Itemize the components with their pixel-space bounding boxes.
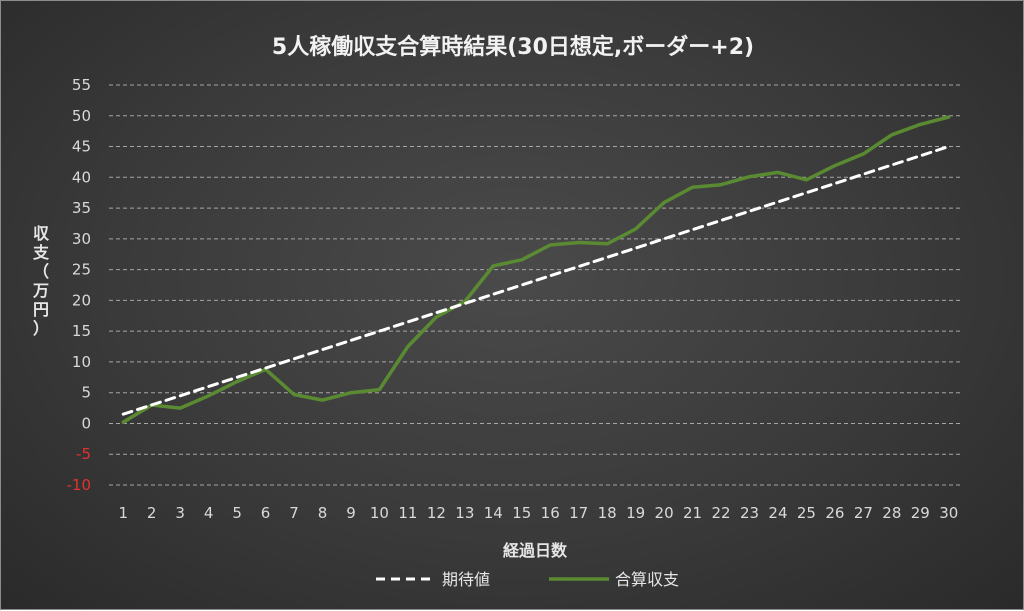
series-line-1 bbox=[121, 145, 951, 416]
x-tick-label: 16 bbox=[541, 504, 560, 522]
x-tick-label: 24 bbox=[768, 504, 787, 522]
y-tick-label: 55 bbox=[72, 76, 91, 94]
x-tick-label: 1 bbox=[118, 504, 128, 522]
y-tick-label: 35 bbox=[72, 199, 91, 217]
y-tick-label: -5 bbox=[76, 445, 91, 463]
x-tick-label: 9 bbox=[346, 504, 356, 522]
x-tick-label: 22 bbox=[711, 504, 730, 522]
y-tick-label: 40 bbox=[72, 168, 91, 186]
legend-label: 合算収支 bbox=[615, 570, 679, 589]
x-tick-label: 25 bbox=[797, 504, 816, 522]
x-tick-label: 20 bbox=[655, 504, 674, 522]
series-line-2 bbox=[121, 115, 951, 424]
y-tick-label: 30 bbox=[72, 230, 91, 248]
x-tick-label: 26 bbox=[825, 504, 844, 522]
y-axis-title-char: 円 bbox=[33, 300, 49, 319]
x-tick-label: 4 bbox=[204, 504, 214, 522]
x-tick-label: 17 bbox=[569, 504, 588, 522]
y-tick-label: 0 bbox=[81, 414, 91, 432]
x-tick-label: 30 bbox=[939, 504, 958, 522]
x-tick-label: 14 bbox=[484, 504, 503, 522]
x-tick-label: 8 bbox=[318, 504, 328, 522]
y-tick-label: 50 bbox=[72, 107, 91, 125]
y-axis-title-char: 支 bbox=[32, 243, 50, 262]
y-tick-label: -10 bbox=[67, 476, 92, 494]
x-tick-label: 6 bbox=[261, 504, 271, 522]
y-axis-ticks: -10 -5 0 5 10 15 20 25 30 35 40 45 50 55 bbox=[67, 76, 92, 494]
series-lines bbox=[121, 115, 951, 424]
legend: 期待値 合算収支 bbox=[376, 570, 679, 589]
y-tick-label: 20 bbox=[72, 291, 91, 309]
y-axis-title-char: 万 bbox=[32, 281, 49, 300]
x-tick-label: 18 bbox=[598, 504, 617, 522]
x-tick-label: 23 bbox=[740, 504, 759, 522]
gridlines bbox=[109, 84, 963, 486]
x-tick-label: 11 bbox=[398, 504, 417, 522]
x-tick-label: 19 bbox=[626, 504, 645, 522]
y-tick-label: 5 bbox=[81, 384, 91, 402]
x-tick-label: 29 bbox=[911, 504, 930, 522]
x-tick-label: 5 bbox=[232, 504, 242, 522]
x-axis-ticks: 1 2 3 4 5 6 7 8 9 10 11 12 13 14 15 16 17 18 19 20 21 22 23 24 2… bbox=[118, 504, 958, 522]
x-tick-label: 15 bbox=[512, 504, 531, 522]
x-tick-label: 13 bbox=[455, 504, 474, 522]
x-tick-label: 10 bbox=[370, 504, 389, 522]
x-tick-label: 2 bbox=[147, 504, 157, 522]
y-tick-label: 15 bbox=[72, 322, 91, 340]
y-tick-label: 25 bbox=[72, 261, 91, 279]
y-axis-title-char: （ bbox=[33, 262, 49, 281]
x-axis-title: 経過日数 bbox=[503, 541, 568, 560]
x-tick-label: 27 bbox=[854, 504, 873, 522]
x-tick-label: 12 bbox=[427, 504, 446, 522]
y-tick-label: 10 bbox=[72, 353, 91, 371]
x-tick-label: 28 bbox=[882, 504, 901, 522]
y-axis-title-char: 収 bbox=[33, 224, 50, 243]
y-axis-title-char: ） bbox=[33, 319, 49, 338]
x-tick-label: 7 bbox=[289, 504, 299, 522]
y-tick-label: 45 bbox=[72, 138, 91, 156]
y-axis-title: 収支（万円） bbox=[32, 224, 50, 338]
legend-label: 期待値 bbox=[442, 570, 490, 589]
x-tick-label: 21 bbox=[683, 504, 702, 522]
x-tick-label: 3 bbox=[175, 504, 185, 522]
chart-title: 5人稼働収支合算時結果(30日想定,ボーダー+2) bbox=[272, 34, 754, 60]
